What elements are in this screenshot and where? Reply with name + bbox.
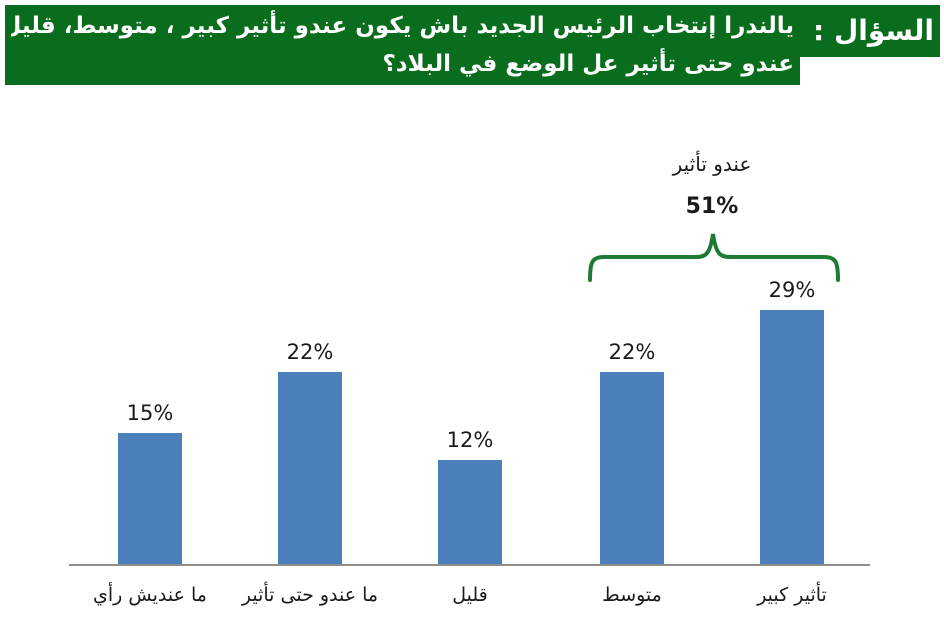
bar-value-label: 12%	[446, 428, 494, 452]
annotation-value: 51%	[685, 194, 739, 219]
bar-value-label: 29%	[768, 278, 816, 302]
bar-category-label: قليل	[452, 584, 488, 606]
x-axis-line	[69, 564, 870, 566]
bar-no-opinion	[118, 433, 182, 565]
question-text: يالندرا إنتخاب الرئيس الجديد باش يكون عن…	[5, 5, 800, 85]
question-text-line2: عندو حتى تأثير عل الوضع في البلاد؟	[382, 51, 794, 77]
question-label: السؤال :	[800, 5, 940, 57]
bar-value-label: 22%	[286, 340, 334, 364]
group-brace-icon	[588, 233, 840, 282]
bar-category-label: متوسط	[602, 584, 662, 606]
bar-little	[438, 460, 502, 565]
bar-category-label: تأثير كبير	[757, 584, 827, 606]
bar-category-label: ما عندو حتى تأثير	[241, 584, 379, 606]
bar-value-label: 15%	[126, 401, 174, 425]
annotation-title: عندو تأثير	[672, 152, 752, 176]
bar-big-influence	[760, 310, 824, 565]
bar-category-label: ما عنديش رأي	[93, 584, 207, 606]
bar-no-influence	[278, 372, 342, 565]
question-text-line1: يالندرا إنتخاب الرئيس الجديد باش يكون عن…	[11, 13, 794, 39]
bar-medium	[600, 372, 664, 565]
bar-value-label: 22%	[608, 340, 656, 364]
